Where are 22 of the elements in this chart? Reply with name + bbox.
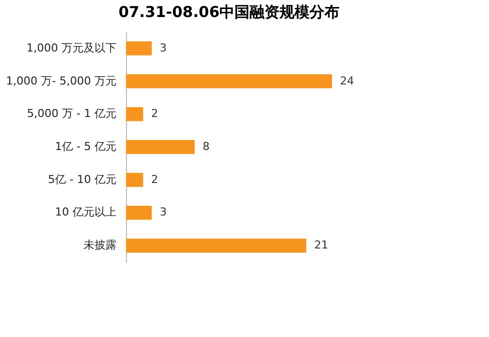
data-label: 3 [160,41,167,54]
bar [126,74,332,88]
chart-title: 07.31-08.06中国融资规模分布 [118,3,340,21]
bar [126,172,144,187]
data-label: 3 [160,206,167,219]
y-tick-label: 1,000 万- 5,000 万元 [6,74,116,88]
y-tick-label: 5,000 万 - 1 亿元 [27,107,116,120]
bar [126,206,152,220]
bar [126,41,152,56]
bar [126,140,195,154]
bar [126,238,306,253]
y-tick-label: 1亿 - 5 亿元 [55,140,116,153]
y-tick-label: 未披露 [84,238,116,252]
data-label: 24 [340,74,354,88]
y-tick-label: 1,000 万元及以下 [26,41,116,54]
data-label: 21 [314,238,328,252]
bar [126,107,144,122]
data-label: 2 [151,172,158,186]
data-label: 2 [151,107,158,120]
y-tick-label: 5亿 - 10 亿元 [48,172,116,186]
y-tick-label: 10 亿元以上 [55,206,116,219]
data-label: 8 [202,140,210,153]
